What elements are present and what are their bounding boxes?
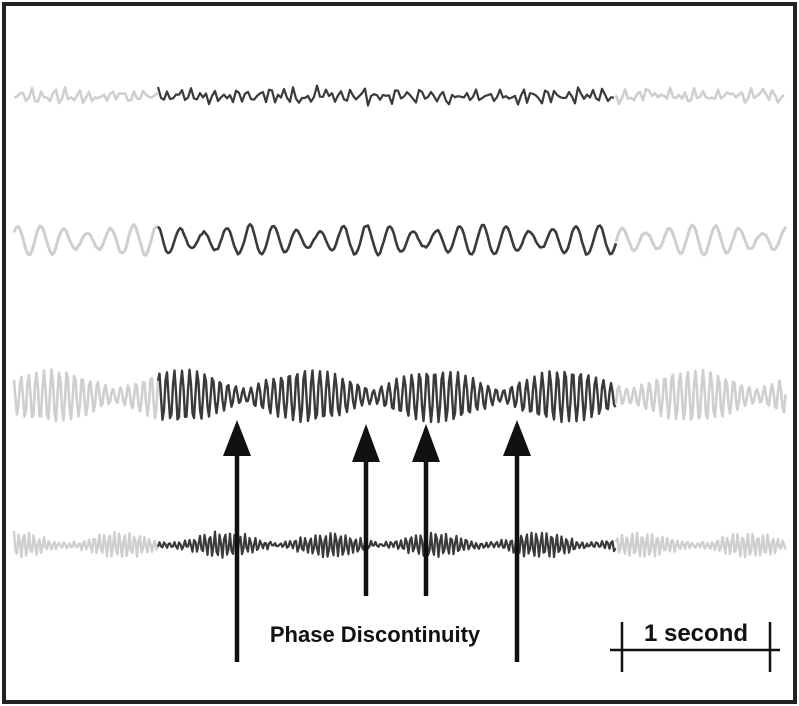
scale-bar-label: 1 second <box>644 620 748 647</box>
phase-discontinuity-label: Phase Discontinuity <box>270 622 481 647</box>
scale-bar: 1 second <box>610 620 780 672</box>
trace-3-faded-left <box>12 368 160 423</box>
trace-4-faded-right <box>614 531 787 559</box>
trace-1-segment <box>156 84 615 107</box>
arrow-group <box>223 420 531 662</box>
trace-4-faded-left <box>12 530 160 559</box>
trace-3-faded-right <box>614 368 787 421</box>
trace-4-segment <box>156 530 617 559</box>
trace-2-faded-left <box>12 222 159 257</box>
trace-1-faded-left <box>13 86 159 105</box>
trace-2-segment <box>156 223 618 257</box>
arrow-up-icon <box>223 420 251 456</box>
arrow-3 <box>412 424 440 596</box>
trace-2-faded-right <box>614 223 788 257</box>
arrow-up-icon <box>503 420 531 456</box>
arrow-up-icon <box>352 424 380 462</box>
arrow-1 <box>223 420 251 662</box>
arrow-4 <box>503 420 531 662</box>
arrow-up-icon <box>412 424 440 462</box>
trace-group <box>12 84 788 559</box>
trace-1-faded-right <box>614 86 785 106</box>
arrow-2 <box>352 424 380 596</box>
trace-3-segment <box>156 368 617 424</box>
